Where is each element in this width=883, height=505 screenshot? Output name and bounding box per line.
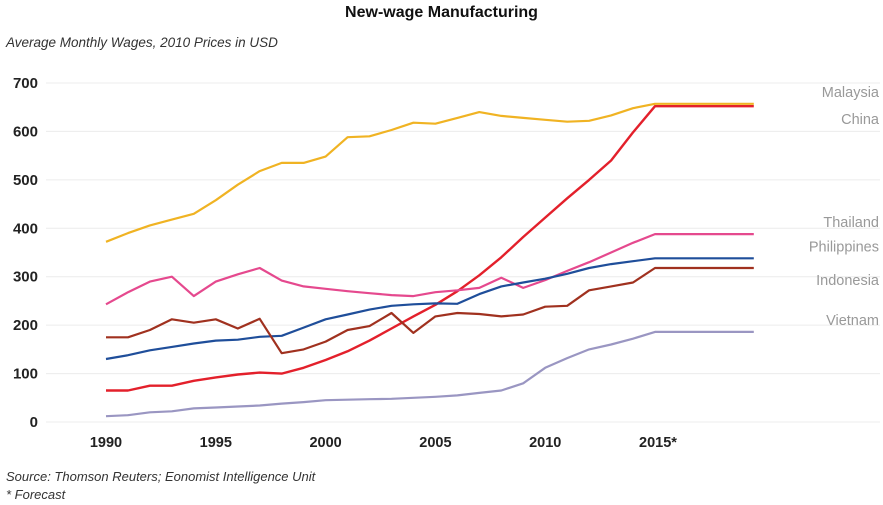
x-tick-label: 1995: [200, 435, 232, 451]
x-tick-label: 2000: [309, 435, 341, 451]
chart-title: New-wage Manufacturing: [345, 4, 538, 21]
x-tick-label: 2010: [529, 435, 561, 451]
y-tick-label: 200: [13, 317, 38, 334]
y-tick-label: 0: [30, 414, 38, 431]
series-line-malaysia: [105, 102, 754, 243]
y-tick-label: 600: [13, 123, 38, 140]
series-line-philippines: [105, 257, 754, 361]
y-tick-label: 400: [13, 220, 38, 237]
x-axis-ticks: 1990 1995 2000 2005 2010 2015*: [90, 435, 677, 451]
y-tick-label: 500: [13, 172, 38, 189]
series-line-vietnam: [105, 330, 754, 418]
x-tick-label: 2015*: [639, 435, 677, 451]
chart-source: Source: Thomson Reuters; Eonomist Intell…: [6, 468, 315, 504]
series-line-indonesia: [106, 266, 754, 355]
series-labels: Malaysia China Thailand Philippines Indonesi…: [809, 85, 880, 329]
series-line-thailand: [105, 233, 754, 306]
y-tick-label: 300: [13, 269, 38, 286]
chart-subtitle: Average Monthly Wages, 2010 Prices in US…: [6, 35, 278, 50]
forecast-footnote: * Forecast: [6, 487, 66, 502]
y-tick-label: 100: [13, 366, 38, 383]
series-label-vietnam: Vietnam: [826, 313, 879, 329]
series-lines: [105, 102, 754, 418]
series-label-china: China: [841, 112, 880, 128]
x-tick-label: 2005: [419, 435, 451, 451]
series-label-thailand: Thailand: [823, 215, 879, 231]
series-label-malaysia: Malaysia: [822, 85, 880, 101]
source-note: Source: Thomson Reuters; Eonomist Intell…: [6, 469, 316, 484]
x-tick-label: 1990: [90, 435, 122, 451]
series-label-philippines: Philippines: [809, 239, 879, 255]
series-line-china: [106, 104, 754, 392]
y-tick-label: 700: [13, 75, 38, 92]
gridlines: [46, 82, 880, 423]
series-label-indonesia: Indonesia: [816, 273, 880, 289]
y-axis-ticks: 0 100 200 300 400 500 600 700: [13, 75, 38, 431]
